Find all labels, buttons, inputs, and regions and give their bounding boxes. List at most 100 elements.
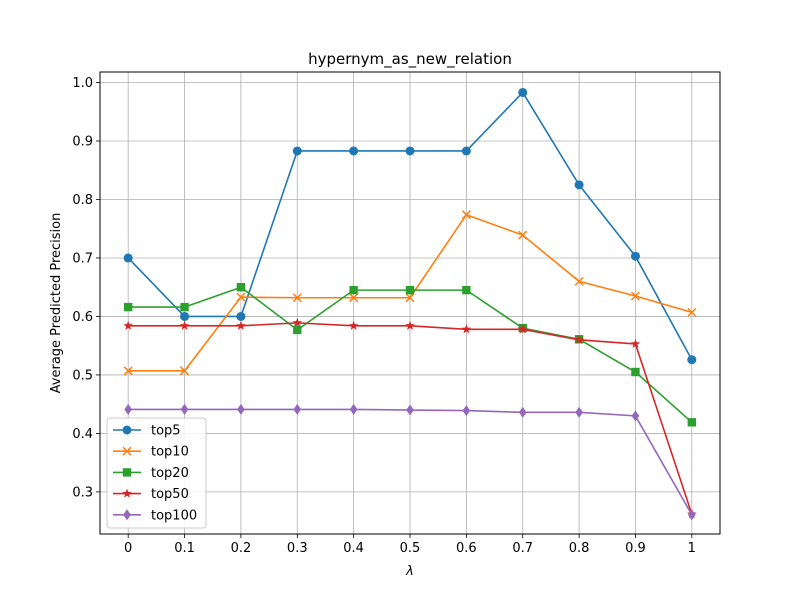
data-point-top10	[180, 366, 190, 376]
data-point-top10	[687, 307, 697, 317]
data-point-top50	[630, 338, 641, 348]
y-tick-label: 0.8	[72, 193, 93, 208]
data-point-top20	[123, 302, 133, 312]
data-point-top5	[123, 253, 133, 263]
data-point-top100	[237, 403, 245, 415]
y-tick-label: 0.5	[72, 368, 93, 383]
data-point-top5	[405, 146, 415, 156]
series-top5	[123, 87, 697, 365]
x-tick-label: 0.7	[512, 541, 533, 556]
legend-entry-top5: top5	[113, 424, 181, 439]
data-point-top20	[687, 418, 697, 427]
data-point-top10	[123, 366, 133, 376]
data-point-top100	[349, 403, 358, 415]
x-tick-label: 0.3	[287, 541, 308, 556]
chart-title: hypernym_as_new_relation	[308, 50, 512, 69]
x-tick-label: 0.1	[174, 541, 195, 556]
series-top50	[123, 317, 697, 519]
legend-label: top20	[151, 466, 189, 481]
plot-frame	[99, 71, 721, 535]
data-point-top50	[179, 320, 190, 330]
x-tick-label: 0	[124, 541, 132, 556]
data-point-top10	[461, 210, 471, 220]
data-point-top100	[462, 405, 471, 417]
x-tick-label: 0.9	[625, 541, 646, 556]
grid	[100, 72, 720, 534]
data-point-top100	[631, 410, 640, 422]
data-point-top100	[406, 404, 414, 416]
data-point-top100	[180, 403, 189, 415]
legend-label: top100	[151, 508, 197, 523]
data-point-top100	[688, 509, 696, 521]
data-point-top10	[630, 291, 640, 301]
legend-marker	[122, 425, 132, 435]
legend-label: top10	[151, 445, 189, 460]
data-point-top100	[124, 403, 132, 415]
legend-entry-top50: top50	[113, 487, 189, 502]
y-tick-label: 1.0	[72, 76, 93, 91]
y-tick-label: 0.7	[72, 251, 93, 266]
y-tick-label: 0.3	[72, 485, 93, 500]
data-point-top20	[631, 367, 640, 377]
legend-marker	[123, 509, 131, 521]
data-point-top20	[293, 325, 302, 335]
data-point-top50	[461, 324, 472, 334]
data-point-top5	[630, 251, 640, 261]
series-top100	[124, 403, 696, 521]
data-point-top10	[405, 293, 415, 303]
legend-entry-top10: top10	[113, 445, 189, 460]
data-point-top5	[236, 311, 246, 321]
data-point-top20	[180, 302, 189, 312]
data-point-top20	[405, 285, 415, 295]
data-point-top5	[687, 355, 697, 365]
legend-entry-top100: top100	[113, 508, 197, 523]
data-point-top5	[180, 311, 190, 321]
data-point-top50	[517, 324, 528, 334]
data-point-top10	[574, 276, 584, 286]
data-point-top20	[236, 283, 246, 292]
legend-label: top50	[151, 487, 189, 502]
legend-marker	[122, 488, 132, 498]
data-point-top5	[574, 180, 584, 190]
data-point-top100	[293, 403, 302, 415]
legend-marker	[122, 468, 132, 477]
y-tick-label: 0.6	[72, 310, 93, 325]
data-point-top50	[405, 320, 415, 330]
data-point-top10	[349, 293, 359, 303]
data-point-top50	[348, 320, 359, 330]
data-point-top10	[518, 230, 528, 240]
data-point-top20	[349, 285, 358, 295]
x-tick-label: 1	[688, 541, 696, 556]
x-tick-label: 0.8	[569, 541, 590, 556]
x-tick-label: 0.6	[456, 541, 477, 556]
data-point-top10	[236, 292, 246, 302]
data-point-top100	[575, 406, 583, 418]
data-point-top5	[349, 146, 359, 156]
legend-marker	[122, 446, 132, 456]
x-tick-label: 0.2	[231, 541, 252, 556]
y-axis-label: Average Predicted Precision	[49, 213, 64, 394]
data-point-top5	[461, 146, 471, 156]
legend-label: top5	[151, 424, 181, 439]
data-point-top50	[236, 320, 246, 330]
series-lines	[123, 87, 697, 521]
ticks: 0 0.1 0.2 0.3 0.4 0.5 0.6 0.7 0.8 0.9 1 0.3 0.4 0.5 0.…	[72, 76, 696, 556]
series-top10	[123, 210, 697, 376]
legend-box	[106, 417, 207, 529]
x-tick-label: 0.4	[343, 541, 364, 556]
legend-entry-top20: top20	[113, 466, 189, 481]
data-point-top5	[518, 87, 528, 97]
data-point-top100	[518, 406, 527, 418]
data-point-top50	[292, 317, 303, 327]
data-point-top20	[462, 285, 471, 295]
x-axis-label: λ	[405, 564, 414, 579]
data-point-top50	[123, 320, 133, 330]
data-point-top5	[292, 146, 302, 156]
data-point-top10	[292, 293, 302, 303]
y-tick-label: 0.9	[72, 135, 93, 150]
legend: top5 top10 top20 top50 top100	[106, 417, 207, 529]
y-tick-label: 0.4	[72, 427, 93, 442]
data-point-top50	[574, 334, 584, 344]
x-tick-label: 0.5	[400, 541, 421, 556]
